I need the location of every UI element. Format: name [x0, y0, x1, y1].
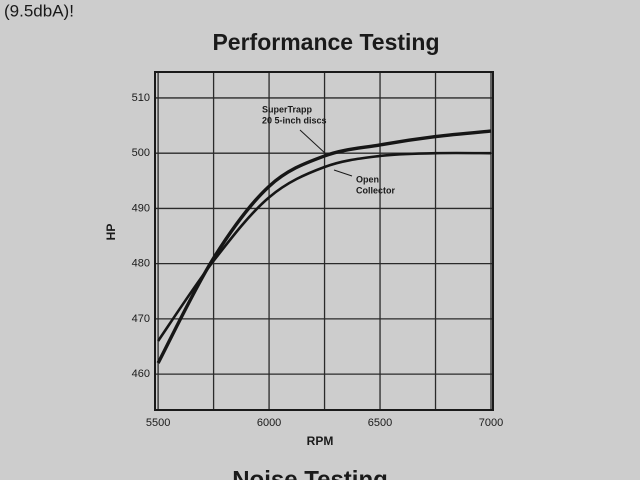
- annotation: SuperTrapp: [262, 104, 313, 114]
- y-tick-label: 460: [132, 368, 150, 380]
- y-axis-label: HP: [104, 224, 118, 241]
- annotation-arrow: [299, 129, 327, 155]
- annotation: Open: [356, 174, 379, 184]
- x-tick-label: 6000: [257, 417, 281, 429]
- x-tick-label: 5500: [146, 417, 170, 429]
- footer-text: Noise Testing: [232, 466, 388, 480]
- line-series: [157, 151, 492, 342]
- y-tick-label: 480: [132, 258, 150, 270]
- annotation-arrow: [333, 169, 353, 177]
- y-tick-label: 490: [132, 202, 150, 214]
- annotation: 20 5-inch discs: [262, 115, 327, 125]
- y-tick-label: 470: [132, 313, 150, 325]
- y-tick-label: 500: [132, 147, 150, 159]
- x-tick-label: 6500: [368, 417, 392, 429]
- x-tick-label: 7000: [479, 417, 503, 429]
- y-tick-label: 510: [132, 92, 150, 104]
- chart-title: Performance Testing: [212, 29, 439, 55]
- header-text: (9.5dbA)!: [4, 1, 74, 20]
- x-axis-label: RPM: [307, 434, 334, 448]
- plot-frame: [154, 71, 494, 411]
- annotation: Collector: [356, 185, 396, 195]
